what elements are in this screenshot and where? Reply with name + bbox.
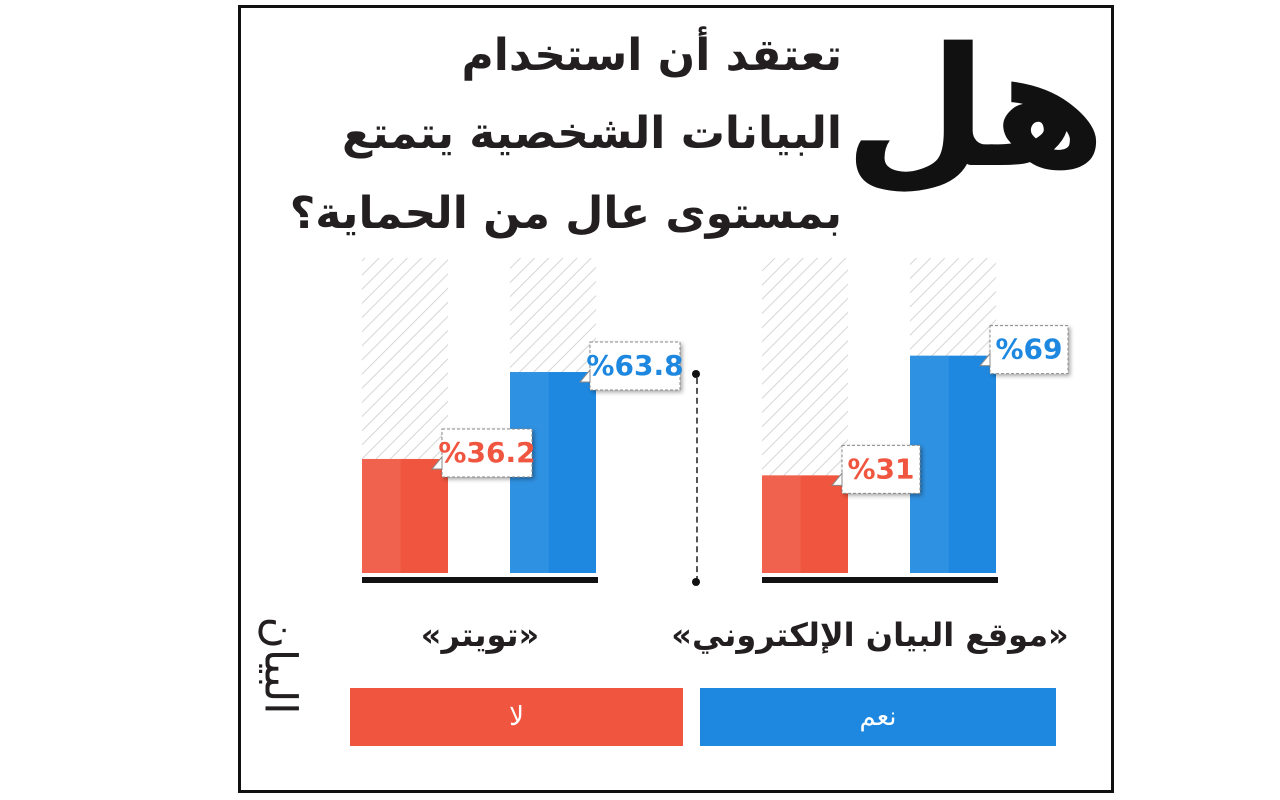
data-label-website-no: %31 xyxy=(847,452,914,485)
headline-word: هل xyxy=(844,12,1112,204)
data-label-twitter-yes: %63.8 xyxy=(586,349,683,382)
question-line-1: تعتقد أن استخدام xyxy=(461,30,842,81)
question-line-3: بمستوى عال من الحماية؟ xyxy=(289,188,842,239)
logo-text: البيان xyxy=(254,616,306,714)
bar-sheen-website-no xyxy=(762,475,801,573)
data-label-pointer-twitter-yes xyxy=(578,368,591,383)
bar-sheen-twitter-no xyxy=(362,458,401,573)
divider-bottom-dot xyxy=(692,578,700,586)
bar-website-no xyxy=(762,475,848,573)
legend-yes: نعم xyxy=(700,688,1056,746)
data-label-pointer-twitter-no xyxy=(430,455,443,470)
newspaper-logo: البيان xyxy=(244,585,316,745)
group-label-twitter: «تويتر» xyxy=(420,616,540,654)
data-label-twitter-no: %36.2 xyxy=(438,436,535,469)
legend-yes-label: نعم xyxy=(859,702,897,732)
group-divider xyxy=(696,378,698,582)
legend-no: لا xyxy=(350,688,683,746)
data-label-box-twitter-no xyxy=(441,428,533,478)
bar-twitter-no xyxy=(362,458,448,573)
data-label-box-website-no xyxy=(841,444,921,494)
bar-website-yes xyxy=(910,355,996,573)
data-label-pointer-website-no xyxy=(830,471,843,486)
legend-no-label: لا xyxy=(509,702,524,732)
data-label-website-yes: %69 xyxy=(995,333,1062,366)
question-line-2: البيانات الشخصية يتمتع xyxy=(341,108,842,159)
divider-top-dot xyxy=(692,370,700,378)
group-label-website: «موقع البيان الإلكتروني» xyxy=(671,616,1069,654)
baseline-website xyxy=(762,577,998,583)
baseline-twitter xyxy=(362,577,598,583)
data-label-pointer-website-yes xyxy=(978,352,991,367)
data-label-box-twitter-yes xyxy=(589,341,681,391)
data-label-box-website-yes xyxy=(989,325,1069,375)
